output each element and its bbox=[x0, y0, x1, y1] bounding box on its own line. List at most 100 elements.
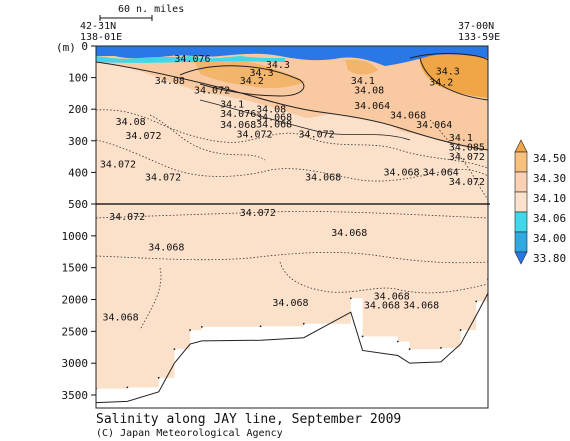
contour-label: 34.072 bbox=[449, 177, 485, 188]
y-tick-label: 0 bbox=[81, 40, 88, 53]
colorbar-level-label: 34.30 bbox=[533, 172, 566, 185]
y-tick-label: 2500 bbox=[62, 325, 89, 338]
layer-34-30-mid bbox=[345, 59, 378, 75]
scale-bar-label: 60 n. miles bbox=[118, 4, 184, 15]
station-dot bbox=[475, 300, 478, 303]
contour-label: 34.068 bbox=[374, 292, 410, 303]
y-axis-unit: (m) bbox=[56, 41, 76, 54]
station-dot bbox=[408, 348, 411, 351]
contour-label: 34.3 bbox=[250, 68, 274, 79]
station-dot bbox=[200, 325, 203, 328]
contour-label: 34.064 bbox=[416, 120, 452, 131]
contour-label: 34.085 bbox=[449, 142, 485, 153]
contour-label: 34.068 bbox=[103, 313, 139, 324]
station-dot bbox=[126, 386, 129, 389]
contour-label: 34.08 bbox=[116, 117, 146, 128]
contour-label: 34.072 bbox=[449, 152, 485, 163]
colorbar-level-label: 34.06 bbox=[533, 212, 566, 225]
y-tick-label: 400 bbox=[68, 166, 88, 179]
contour-label: 34.072 bbox=[125, 131, 161, 142]
contour-label: 34.1 bbox=[449, 133, 473, 144]
contour-label: 34.068 bbox=[305, 172, 341, 183]
chart-credit: (C) Japan Meteorological Agency bbox=[96, 428, 283, 439]
contour-labels: 34.07634.0834.07234.334.234.334.134.0763… bbox=[100, 54, 485, 324]
contour-label: 34.08 bbox=[354, 85, 384, 96]
y-tick-label: 2000 bbox=[62, 294, 89, 307]
contour-upper-2 bbox=[179, 65, 305, 97]
lower-panel-layers bbox=[96, 211, 488, 408]
contour-label: 34.068 bbox=[272, 298, 308, 309]
contour-label: 34.064 bbox=[423, 168, 459, 179]
station-dot bbox=[361, 335, 364, 338]
contour-label: 34.068 bbox=[364, 300, 400, 311]
contour-label: 34.08 bbox=[256, 104, 286, 115]
y-tick-label: 1000 bbox=[62, 230, 89, 243]
contour-label: 34.064 bbox=[354, 101, 390, 112]
contour-label: 34.076 bbox=[220, 109, 256, 120]
contour-label: 34.068 bbox=[403, 300, 439, 311]
right-station-lat: 37-00N bbox=[458, 21, 494, 32]
station-dot bbox=[157, 376, 160, 379]
contour-upper-1 bbox=[96, 61, 488, 151]
colorbar-segment bbox=[514, 171, 528, 193]
contour-label: 34.1 bbox=[220, 100, 244, 111]
upper-panel-layers bbox=[96, 46, 488, 201]
contour-label: 34.072 bbox=[109, 212, 145, 223]
colorbar-segment bbox=[514, 231, 528, 253]
layer-surface-cyan bbox=[96, 56, 285, 63]
right-station-lon: 133-59E bbox=[458, 32, 500, 43]
contour-label: 34.072 bbox=[194, 85, 230, 96]
contour-upper-4 bbox=[199, 99, 411, 141]
y-tick-label: 1500 bbox=[62, 262, 89, 275]
layer-34-30-center bbox=[195, 59, 305, 89]
colorbar-bottom-arrow bbox=[514, 251, 528, 265]
layer-34-30-right bbox=[419, 53, 488, 98]
colorbar-segment bbox=[514, 151, 528, 173]
contour-label: 34.068 bbox=[256, 112, 292, 123]
contour-label: 34.068 bbox=[390, 111, 426, 122]
contour-label: 34.072 bbox=[299, 130, 335, 141]
contour-label: 34.068 bbox=[383, 168, 419, 179]
contour-label: 34.068 bbox=[148, 242, 184, 253]
contour-upper-dotted-4 bbox=[429, 119, 488, 201]
y-tick-label: 3500 bbox=[62, 389, 89, 402]
contour-label: 34.076 bbox=[174, 54, 210, 65]
contour-label: 34.2 bbox=[240, 76, 264, 87]
colorbar: 34.50 34.30 34.10 34.06 34.00 33.80 bbox=[514, 139, 566, 265]
colorbar-segment bbox=[514, 191, 528, 213]
station-dot bbox=[189, 329, 191, 331]
colorbar-level-label: 34.50 bbox=[533, 152, 566, 165]
left-station-lat: 42-31N bbox=[80, 21, 116, 32]
layer-34-10 bbox=[96, 46, 488, 150]
colorbar-level-label: 34.00 bbox=[533, 232, 566, 245]
contour-label: 34.072 bbox=[100, 160, 136, 171]
contour-lower-dotted-1 bbox=[96, 211, 488, 219]
contour-label: 34.072 bbox=[145, 172, 181, 183]
contour-label: 34.1 bbox=[351, 76, 375, 87]
seabed-white bbox=[96, 279, 488, 408]
y-tick-label: 200 bbox=[68, 103, 88, 116]
y-tick-label: 3000 bbox=[62, 357, 89, 370]
contour-label: 34.2 bbox=[429, 78, 453, 89]
y-axis-ticks: 0 100 200 300 400 500 1000 1500 2000 2500 3000 3500 bbox=[62, 40, 96, 402]
contour-label: 34.3 bbox=[436, 66, 460, 77]
contour-upper-3 bbox=[409, 53, 488, 101]
layer-surface-fresh bbox=[96, 46, 488, 66]
contour-label: 34.072 bbox=[240, 208, 276, 219]
y-tick-label: 100 bbox=[68, 72, 88, 85]
station-dot bbox=[459, 329, 462, 331]
station-dot bbox=[349, 297, 352, 300]
station-dot bbox=[396, 340, 399, 343]
contour-upper-dotted-3 bbox=[149, 114, 266, 161]
left-station-lon: 138-01E bbox=[80, 32, 122, 43]
chart-title: Salinity along JAY line, September 2009 bbox=[96, 412, 402, 427]
y-tick-label: 300 bbox=[68, 135, 88, 148]
station-dot bbox=[302, 322, 305, 325]
y-tick-label: 500 bbox=[68, 198, 88, 211]
station-dot bbox=[259, 325, 262, 328]
contour-label: 34.08 bbox=[155, 76, 185, 87]
station-dot bbox=[440, 346, 442, 349]
contour-upper-dotted-1 bbox=[96, 109, 488, 169]
station-dot bbox=[173, 348, 176, 351]
